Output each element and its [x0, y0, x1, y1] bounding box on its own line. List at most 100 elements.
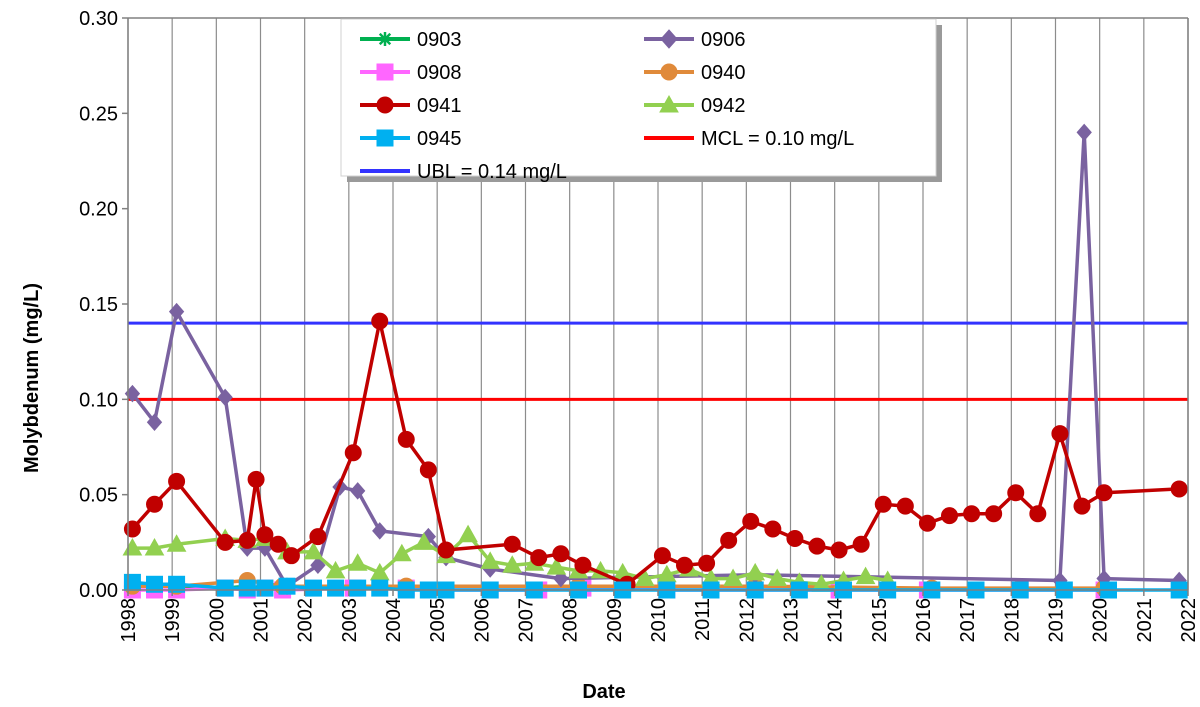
- y-tick-label: 0.00: [79, 580, 118, 602]
- y-tick-label: 0.15: [79, 294, 118, 316]
- data-point: [745, 562, 766, 581]
- x-tick-label: 2018: [1001, 598, 1023, 643]
- data-point: [963, 505, 981, 523]
- data-point: [238, 531, 256, 549]
- data-point: [941, 507, 958, 525]
- legend-item: 0903: [360, 29, 462, 51]
- data-point: [168, 472, 186, 490]
- x-tick-label: 2007: [516, 598, 538, 643]
- data-point: [146, 413, 163, 431]
- x-tick-label: 2001: [251, 598, 273, 643]
- data-point: [256, 579, 274, 597]
- data-point: [480, 551, 501, 569]
- data-point: [676, 556, 693, 574]
- x-tick-label: 2016: [913, 598, 935, 643]
- y-tick-label: 0.10: [79, 389, 118, 411]
- data-point: [852, 535, 870, 553]
- data-point: [808, 537, 826, 555]
- data-point: [698, 554, 716, 572]
- data-point: [310, 556, 326, 574]
- data-point: [309, 528, 327, 546]
- legend-item: MCL = 0.10 mg/L: [644, 128, 854, 150]
- legend-label: 0945: [417, 128, 462, 150]
- data-point: [166, 534, 187, 552]
- x-axis-title: Date: [582, 681, 625, 703]
- data-point: [574, 556, 592, 574]
- data-point: [660, 29, 678, 49]
- x-tick-label: 1999: [162, 598, 184, 643]
- data-point: [653, 547, 671, 565]
- data-point: [372, 522, 388, 540]
- data-point: [1029, 505, 1047, 523]
- data-point: [720, 531, 738, 549]
- data-point: [1007, 484, 1025, 502]
- x-tick-label: 2009: [604, 598, 626, 643]
- data-point: [146, 575, 163, 593]
- data-point: [146, 495, 163, 513]
- data-point: [552, 545, 570, 563]
- data-point: [503, 535, 521, 553]
- data-point: [123, 573, 141, 591]
- data-point: [764, 520, 782, 538]
- legend-box: [340, 18, 937, 177]
- data-point: [742, 512, 760, 530]
- x-tick-label: 2010: [648, 598, 670, 643]
- asterisk-stroke: [378, 32, 392, 46]
- x-tick-label: 2017: [957, 598, 979, 643]
- data-point: [216, 579, 234, 597]
- data-point: [530, 549, 548, 567]
- data-point: [918, 514, 936, 532]
- legend-label: UBL = 0.14 mg/L: [417, 161, 567, 183]
- data-point: [1076, 123, 1092, 142]
- data-point: [350, 482, 366, 500]
- legend-label: 0908: [417, 62, 462, 84]
- data-point: [502, 555, 523, 573]
- data-point: [303, 541, 324, 560]
- y-axis-title: Molybdenum (mg/L): [21, 283, 43, 473]
- x-tick-label: 2003: [339, 598, 361, 643]
- data-point: [371, 579, 389, 597]
- data-point: [376, 96, 394, 114]
- data-point: [874, 495, 892, 513]
- legend: 0903 0906 0908 0940 0941 0942 0945 MCL = 0.10 m…: [340, 18, 942, 183]
- data-point: [238, 579, 256, 597]
- data-point: [168, 302, 185, 321]
- axes: 0.00 0.05 0.10 0.15 0.20 0.25 0.30 1998 1999 2000…: [79, 8, 1200, 643]
- data-point: [168, 575, 186, 593]
- legend-label: 0903: [417, 29, 462, 51]
- x-tick-label: 2013: [781, 598, 803, 643]
- data-point: [659, 94, 679, 113]
- legend-label: 0940: [701, 62, 746, 84]
- x-tick-label: 2004: [383, 598, 405, 643]
- x-tick-label: 2000: [206, 598, 228, 643]
- x-tick-label: 2014: [825, 598, 847, 643]
- data-point: [269, 535, 287, 553]
- data-point: [347, 553, 368, 571]
- data-point: [216, 533, 234, 551]
- y-tick-label: 0.25: [79, 103, 118, 125]
- data-point: [144, 538, 165, 556]
- legend-label: 0942: [701, 95, 746, 117]
- data-point: [437, 541, 455, 559]
- data-point: [376, 63, 394, 81]
- x-tick-label: 2015: [869, 598, 891, 643]
- data-point: [786, 530, 804, 548]
- x-tick-label: 2012: [736, 598, 758, 643]
- legend-item: 0908: [360, 62, 462, 84]
- data-point: [344, 444, 362, 462]
- data-point: [349, 579, 367, 597]
- x-tick-label: 2022: [1178, 598, 1200, 643]
- data-point: [723, 568, 743, 587]
- x-tick-label: 2008: [560, 598, 582, 643]
- legend-item: UBL = 0.14 mg/L: [360, 161, 567, 183]
- legend-label: 0906: [701, 29, 746, 51]
- legend-item: 0945: [360, 128, 462, 150]
- legend-item: 0941: [360, 95, 462, 117]
- x-tick-label: 1998: [118, 598, 140, 643]
- data-point: [1073, 497, 1091, 515]
- y-tick-label: 0.20: [79, 199, 118, 221]
- data-point: [1170, 480, 1188, 498]
- data-point: [660, 63, 678, 81]
- x-tick-label: 2011: [692, 598, 714, 641]
